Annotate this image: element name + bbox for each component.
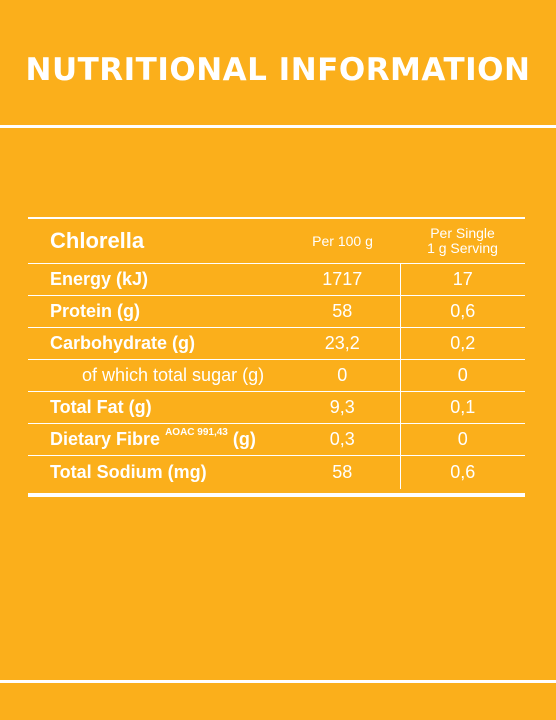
table-header-row: Chlorella Per 100 g Per Single 1 g Servi…	[28, 219, 525, 264]
row-per100-value: 58	[285, 295, 400, 328]
table-bottom-border	[28, 493, 525, 497]
header-per-serving-line1: Per Single	[430, 225, 495, 241]
row-label: Energy (kJ)	[28, 263, 285, 296]
row-label: Total Sodium (mg)	[50, 462, 207, 482]
row-per100-value: 58	[332, 462, 353, 482]
table-row-protein: Protein (g) 58 0,6	[28, 295, 525, 328]
nutrition-panel: Chlorella Per 100 g Per Single 1 g Servi…	[28, 217, 525, 497]
aoac-method-superscript: AOAC 991,43	[165, 427, 228, 438]
page-title: NUTRITIONAL INFORMATION	[25, 52, 531, 88]
row-per100-value: 0,3	[285, 423, 400, 456]
top-divider	[0, 125, 556, 128]
row-serving-value: 0	[399, 359, 525, 392]
row-label: Total Fat (g)	[28, 391, 285, 424]
row-serving-value: 0	[399, 423, 525, 456]
row-serving-value: 0,1	[399, 391, 525, 424]
row-serving-value: 0,2	[399, 327, 525, 360]
nutrition-table: Chlorella Per 100 g Per Single 1 g Servi…	[28, 219, 525, 489]
row-label: of which total sugar (g)	[28, 359, 285, 392]
header-per-serving-line2: 1 g Serving	[427, 240, 498, 256]
table-row-total-fat: Total Fat (g) 9,3 0,1	[28, 391, 525, 424]
table-top-border	[28, 217, 525, 219]
bottom-divider	[0, 680, 556, 683]
table-row-total-sodium: Total Sodium (mg) 58 0,6	[28, 455, 525, 489]
table-row-dietary-fibre: Dietary Fibre AOAC 991,43 (g) 0,3 0	[28, 423, 525, 456]
row-label: Protein (g)	[28, 295, 285, 328]
row-serving-value: 17	[399, 263, 525, 296]
table-row-carbohydrate: Carbohydrate (g) 23,2 0,2	[28, 327, 525, 360]
product-name: Chlorella	[28, 219, 285, 264]
row-label-fibre: Dietary Fibre AOAC 991,43 (g)	[28, 423, 285, 456]
row-label: Dietary Fibre	[50, 429, 161, 449]
header-per-serving: Per Single 1 g Serving	[400, 219, 525, 264]
row-label: Carbohydrate (g)	[28, 327, 285, 360]
table-row-total-sugar: of which total sugar (g) 0 0	[28, 359, 525, 392]
row-per100-value: 0	[285, 359, 400, 392]
row-per100-value: 23,2	[285, 327, 400, 360]
row-serving-value: 0,6	[399, 455, 525, 489]
row-label-unit: (g)	[232, 429, 256, 449]
header-per-100g: Per 100 g	[285, 219, 400, 264]
row-per100-value: 9,3	[285, 391, 400, 424]
row-serving-value: 0,6	[399, 295, 525, 328]
table-row-energy: Energy (kJ) 1717 17	[28, 263, 525, 296]
row-per100-value: 1717	[285, 263, 400, 296]
